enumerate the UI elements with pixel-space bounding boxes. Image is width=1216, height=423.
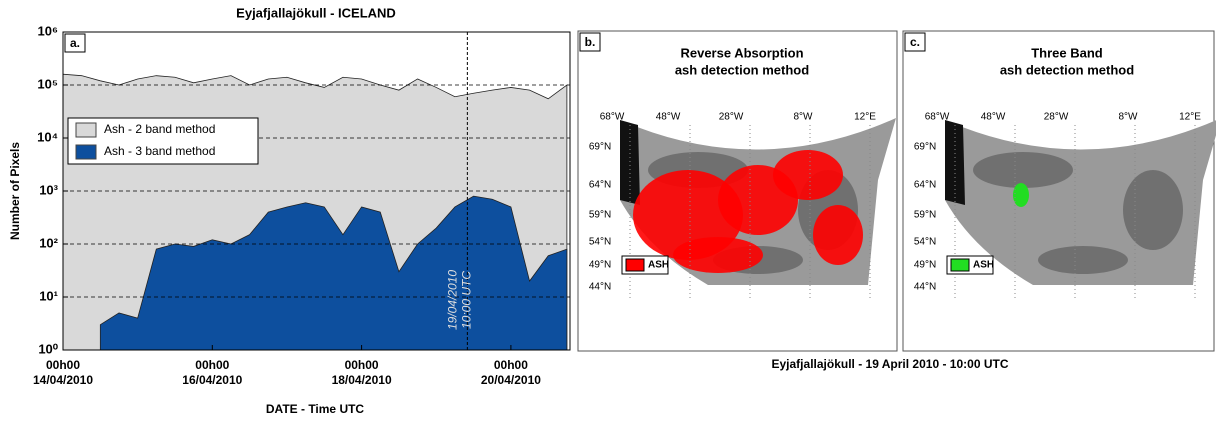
ash-swatch: [625, 258, 645, 272]
lat-label: 54°N: [914, 237, 936, 248]
lon-label: 68°W: [600, 112, 625, 123]
legend-label: Ash - 2 band method: [104, 122, 215, 136]
y-tick-label: 10²: [39, 235, 58, 250]
lat-label: 69°N: [914, 142, 936, 153]
ash-label: ASH: [973, 260, 994, 271]
ash-area: [673, 237, 763, 273]
marker-label: 19/04/2010: [446, 270, 460, 330]
panel-label-box: [904, 32, 926, 52]
swath-edge: [945, 120, 965, 205]
panel-title: Three Band: [1031, 45, 1103, 60]
ash-area: [1013, 183, 1029, 207]
legend-box: [67, 117, 259, 165]
panel-title: ash detection method: [675, 62, 809, 77]
panel-label-box: [64, 33, 86, 53]
panel-label-box: [579, 32, 601, 52]
x-tick-label: 00h00 16/04/2010: [182, 358, 243, 387]
lon-label: 12°E: [1179, 112, 1201, 123]
lat-label: 69°N: [589, 142, 611, 153]
ash-area: [813, 205, 863, 265]
y-tick-label: 10⁵: [37, 76, 58, 91]
lat-label: 44°N: [589, 282, 611, 293]
marker-label: 10:00 UTC: [460, 271, 474, 329]
cloud: [1038, 246, 1128, 274]
lat-label: 64°N: [914, 180, 936, 191]
lat-label: 49°N: [914, 260, 936, 271]
lon-label: 28°W: [719, 112, 744, 123]
lon-label: 68°W: [925, 112, 950, 123]
legend-swatch: [75, 144, 97, 160]
lat-label: 64°N: [589, 180, 611, 191]
lon-label: 12°E: [854, 112, 876, 123]
ash-swatch: [950, 258, 970, 272]
x-tick-label: 00h00 20/04/2010: [480, 358, 541, 387]
caption: Eyjafjallajökull - 19 April 2010 - 10:00…: [772, 357, 1009, 371]
panel-label: a.: [70, 36, 80, 50]
cloud: [1123, 170, 1183, 250]
panel-title: ash detection method: [1000, 62, 1134, 77]
y-tick-label: 10¹: [39, 288, 58, 303]
lat-label: 59°N: [589, 210, 611, 221]
lat-label: 54°N: [589, 237, 611, 248]
panel-label: c.: [910, 35, 920, 49]
y-axis-label: Number of Pixels: [8, 142, 22, 240]
plot-frame: [62, 31, 571, 351]
lat-label: 44°N: [914, 282, 936, 293]
ash-area: [773, 150, 843, 200]
x-tick-label: 00h00 18/04/2010: [331, 358, 392, 387]
chart-title: Eyjafjallajökull - ICELAND: [236, 5, 396, 20]
lon-label: 48°W: [981, 112, 1006, 123]
y-tick-label: 10⁶: [38, 23, 58, 38]
y-tick-label: 10³: [39, 182, 58, 197]
map: 68°W 48°W 28°W 8°W 12°E 69°N 64°N 59°N 54°N 49°N 4…: [589, 112, 896, 300]
swath-edge: [620, 120, 640, 205]
x-axis-label: DATE - Time UTC: [266, 402, 365, 416]
lat-label: 59°N: [914, 210, 936, 221]
ash-label: ASH: [648, 260, 669, 271]
panel-label: b.: [585, 35, 596, 49]
lat-label: 49°N: [589, 260, 611, 271]
lon-label: 48°W: [656, 112, 681, 123]
y-tick-label: 10⁰: [38, 341, 58, 356]
lon-label: 8°W: [1119, 112, 1139, 123]
legend-swatch: [75, 122, 97, 138]
lon-label: 28°W: [1044, 112, 1069, 123]
legend-label: Ash - 3 band method: [104, 144, 215, 158]
panel-title: Reverse Absorption: [680, 45, 803, 60]
y-tick-label: 10⁴: [37, 129, 58, 144]
map: 68°W 48°W 28°W 8°W 12°E 69°N 64°N 59°N 54°N 49°N 4…: [914, 112, 1216, 300]
area-series: [99, 195, 568, 351]
lon-label: 8°W: [794, 112, 814, 123]
cloud: [973, 152, 1073, 188]
x-tick-label: 00h00 14/04/2010: [32, 358, 94, 387]
